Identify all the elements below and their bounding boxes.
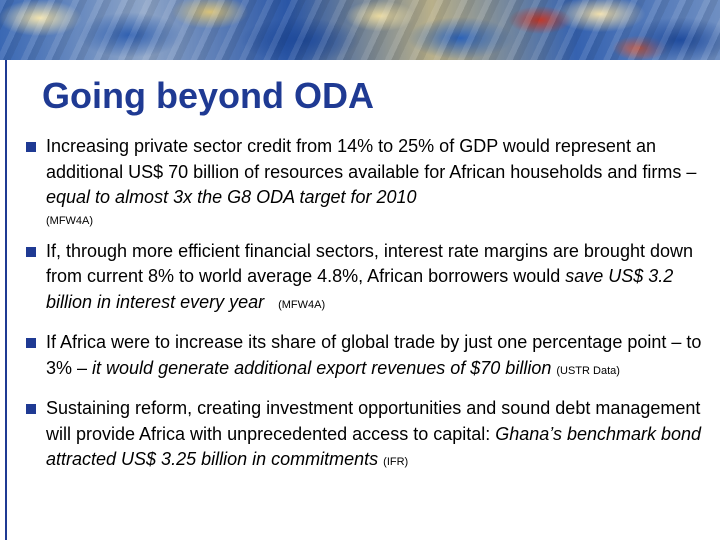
square-bullet-icon — [26, 142, 36, 152]
bullet-emphasis: save US$ 3.2 billion in interest every y… — [46, 266, 674, 312]
bullet-list: Increasing private sector credit from 14… — [26, 134, 706, 488]
left-border-rule — [5, 60, 7, 540]
square-bullet-icon — [26, 246, 36, 257]
bullet-source: (MFW4A) — [278, 298, 326, 311]
square-bullet-icon — [26, 338, 36, 348]
bullet-emphasis: it would generate additional export reve… — [92, 357, 552, 378]
bullet-emphasis: Ghana’s benchmark bond attracted US$ 3.2… — [46, 423, 702, 470]
bullet-source: (IFR) — [383, 456, 409, 468]
header-artwork-banner — [0, 0, 720, 60]
bullet-text: Sustaining reform, creating investment o… — [46, 398, 701, 444]
slide-title: Going beyond ODA — [42, 75, 374, 116]
bullet-source: (MFW4A) — [46, 214, 94, 227]
bullet-item-interest: If, through more efficient financial sec… — [26, 239, 706, 319]
square-bullet-icon — [26, 404, 36, 414]
bullet-text: If Africa were to increase its share of … — [46, 332, 702, 378]
bullet-item-trade: If Africa were to increase its share of … — [26, 330, 706, 384]
bullet-emphasis: equal to almost 3x the G8 ODA target for… — [46, 187, 417, 207]
bullet-item-credit: Increasing private sector credit from 14… — [26, 134, 706, 229]
bullet-item-reform: Sustaining reform, creating investment o… — [26, 396, 706, 476]
bullet-source: (USTR Data) — [556, 364, 620, 377]
bullet-text: If, through more efficient financial sec… — [46, 240, 693, 287]
bullet-text: Increasing private sector credit from 14… — [46, 136, 697, 182]
